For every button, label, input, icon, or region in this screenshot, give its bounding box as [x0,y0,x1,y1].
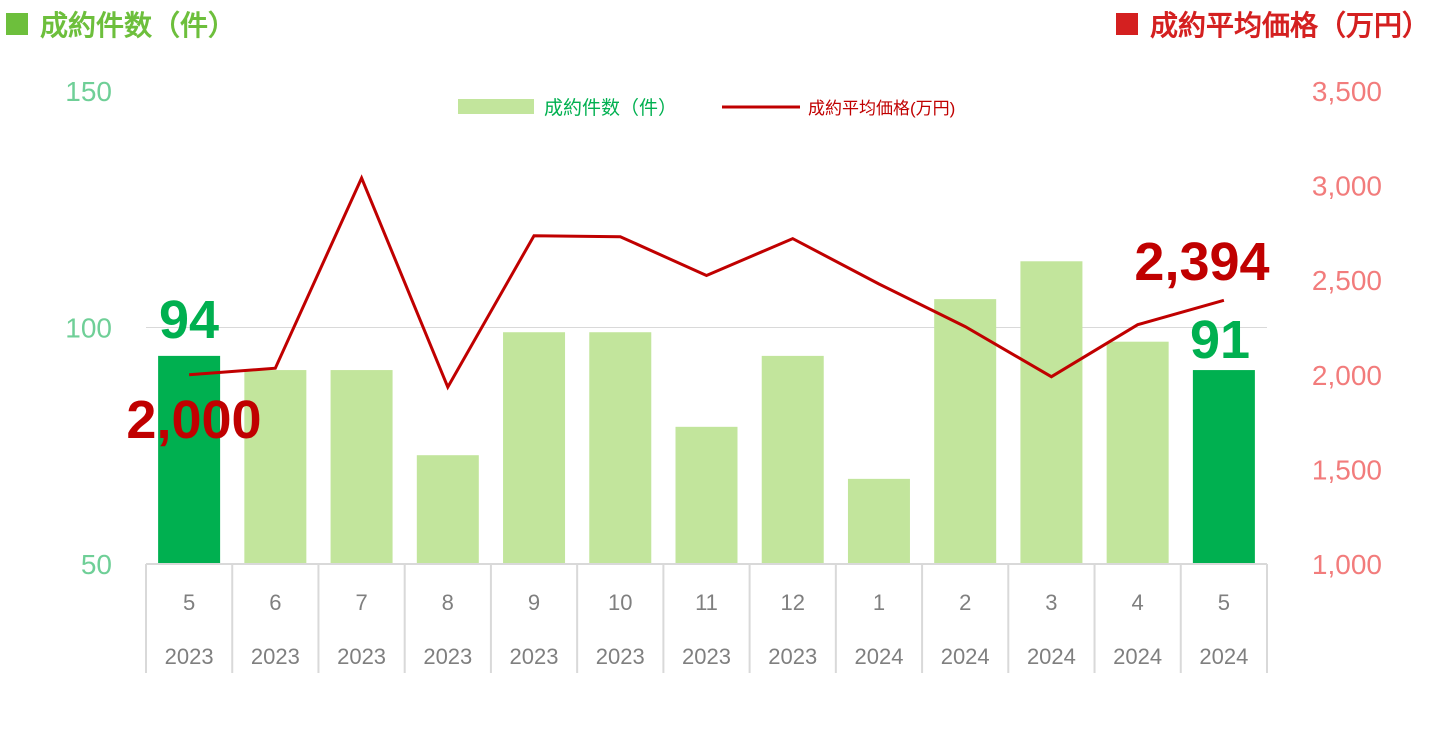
month-label: 2 [959,590,971,615]
month-label: 5 [183,590,195,615]
year-label: 2023 [165,644,214,669]
month-label: 6 [269,590,281,615]
year-label: 2023 [510,644,559,669]
left-tick-label: 50 [81,549,112,580]
month-label: 1 [873,590,885,615]
axes: 50 100 150 1,000 1,500 2,000 2,500 3,000 3,500 5 2… [65,76,1382,673]
bar-3 [416,455,479,564]
right-title-square-icon [1115,13,1138,35]
month-label: 8 [442,590,454,615]
year-label: 2024 [854,644,903,669]
month-label: 10 [608,590,632,615]
month-label: 12 [780,590,804,615]
year-label: 2023 [251,644,300,669]
right-tick-label: 1,000 [1312,549,1382,580]
legend: 成約件数（件） 成約平均価格(万円) [458,97,955,119]
year-label: 2024 [941,644,990,669]
callout-last-price: 2,394 [1134,232,1269,292]
month-label: 7 [355,590,367,615]
bar-6 [675,426,738,564]
year-label: 2024 [1027,644,1076,669]
callout-first-count: 94 [159,290,219,350]
bar-12 [1192,370,1255,564]
right-tick-label: 1,500 [1312,454,1382,485]
year-label: 2023 [596,644,645,669]
bar-5 [589,332,652,564]
right-axis-title: 成約平均価格（万円） [1115,4,1430,44]
callout-first-price: 2,000 [126,390,261,450]
bar-4 [503,332,566,564]
right-tick-label: 3,500 [1312,76,1382,107]
bar-9 [934,299,997,564]
right-tick-label: 2,000 [1312,360,1382,391]
month-label: 5 [1218,590,1230,615]
bar-10 [1020,261,1083,564]
left-title-text: 成約件数（件） [40,9,237,42]
callout-last-count: 91 [1190,310,1250,370]
month-label: 4 [1132,590,1144,615]
right-title-text: 成約平均価格（万円） [1149,9,1430,42]
year-label: 2023 [768,644,817,669]
legend-line-label: 成約平均価格(万円) [808,99,955,118]
bar-1 [244,370,307,564]
bars [158,261,1255,564]
month-label: 9 [528,590,540,615]
year-label: 2023 [337,644,386,669]
year-label: 2024 [1199,644,1248,669]
month-label: 3 [1045,590,1057,615]
left-tick-label: 150 [65,76,112,107]
left-axis-title: 成約件数（件） [6,4,236,44]
legend-bar-label: 成約件数（件） [544,97,677,119]
left-title-square-icon [6,13,28,35]
year-label: 2023 [682,644,731,669]
year-label: 2024 [1113,644,1162,669]
right-tick-label: 3,000 [1312,171,1382,202]
year-label: 2023 [423,644,472,669]
price-line [188,174,1225,391]
bar-8 [847,478,910,564]
bar-11 [1106,341,1169,564]
bar-0 [158,355,221,564]
left-tick-label: 100 [65,313,112,344]
price-line-path [188,174,1225,391]
right-tick-label: 2,500 [1312,265,1382,296]
month-label: 11 [695,590,718,615]
bar-7 [761,355,824,564]
bar-2 [330,370,393,564]
legend-bar-swatch [458,99,534,114]
callouts: 94 91 2,000 2,394 [126,232,1269,450]
